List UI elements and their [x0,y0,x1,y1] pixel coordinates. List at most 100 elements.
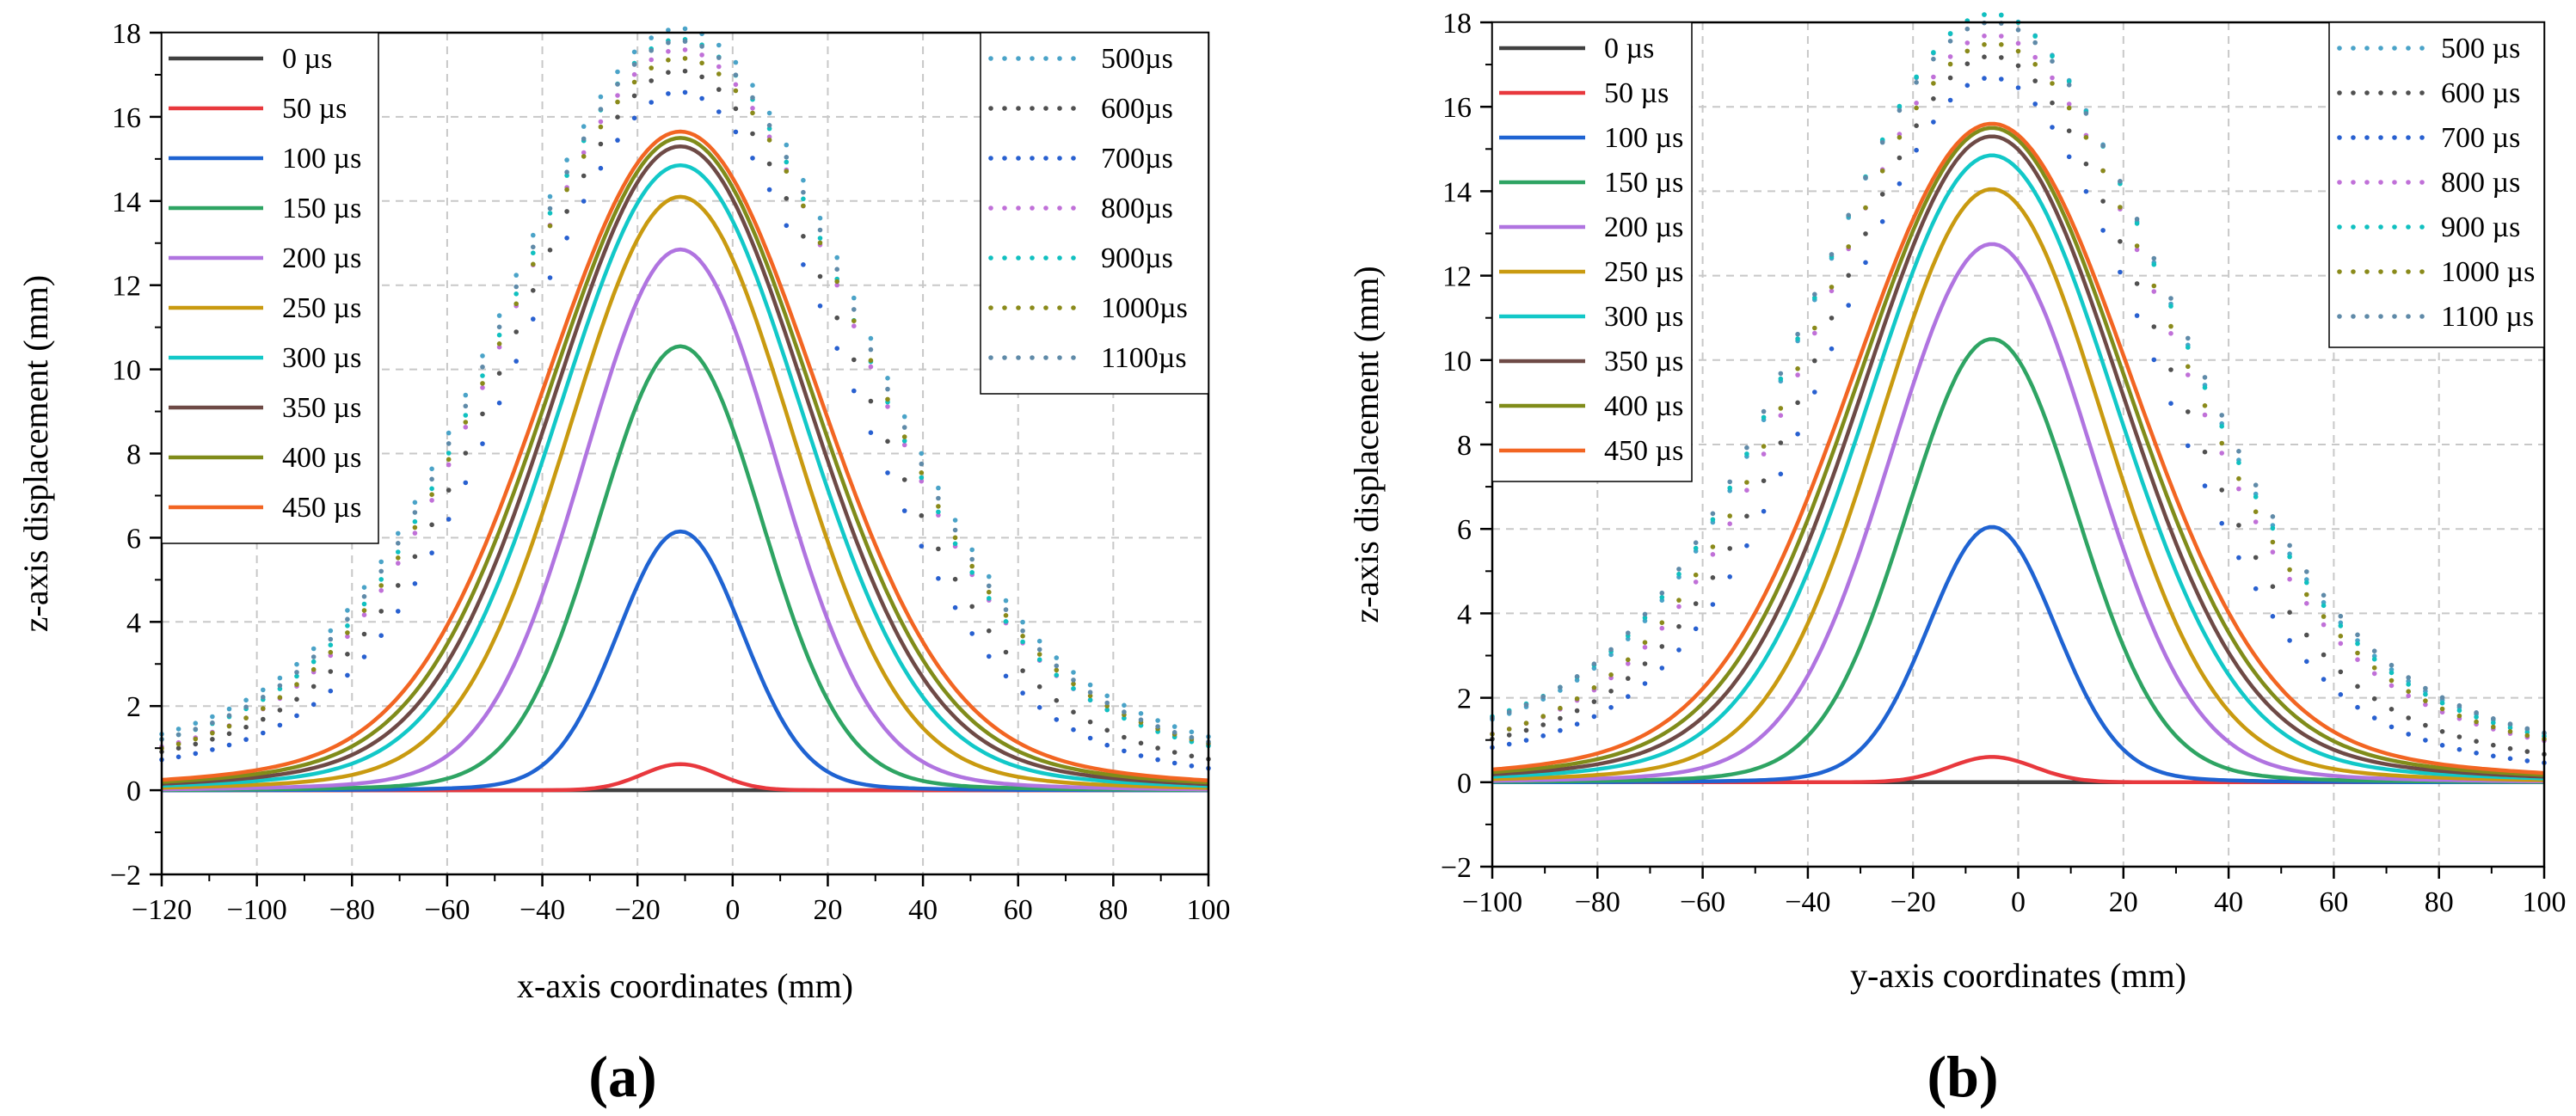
b-point-1100us-33 [2050,58,2055,64]
b-point-900us-13 [1710,517,1716,522]
a-point-1100us-29 [649,48,654,53]
a-point-500us-41 [851,295,857,301]
a-point-500us-26 [598,94,604,100]
a-point-800us-44 [901,442,907,448]
a-point-600us-34 [733,106,739,112]
b-point-700us-11 [1676,647,1681,653]
b-point-600us-33 [2050,100,2055,106]
a-point-600us-41 [851,357,857,363]
a-point-1000us-38 [801,203,806,209]
a-point-900us-21 [513,291,519,297]
a-point-600us-37 [784,196,790,201]
a-ytick-label: 12 [112,271,141,303]
b-point-800us-11 [1676,604,1681,610]
a-point-900us-12 [361,601,367,607]
b-point-900us-55 [2423,691,2428,697]
a-legend-label-300us: 300 µs [282,342,361,374]
a-y-axis-label: z-axis displacement (mm) [16,275,55,632]
b-legend-dot [2392,135,2397,140]
b-legend-label-700us: 700 µs [2441,122,2520,154]
b-point-800us-12 [1693,579,1699,585]
b-legend-dot [2392,314,2397,319]
b-point-1000us-6 [1591,685,1597,690]
a-series-line-450us [161,129,1209,782]
a-point-1100us-43 [885,386,890,392]
b-point-1100us-43 [2219,413,2224,418]
b-point-1100us-8 [1626,630,1631,635]
a-legend-dot [1071,156,1076,161]
b-point-1100us-51 [2355,632,2360,638]
b-point-1000us-27 [1947,61,1953,67]
a-point-500us-47 [952,518,958,523]
a-point-700us-9 [310,702,317,708]
a-point-600us-1 [175,745,181,751]
a-point-600us-19 [480,411,485,417]
b-point-1100us-6 [1591,661,1597,666]
a-point-1000us-43 [885,396,890,402]
b-point-900us-32 [2032,34,2038,39]
a-x-axis-label: x-axis coordinates (mm) [517,966,853,1005]
a-legend-dot [1016,106,1021,111]
a-point-800us-40 [834,282,839,288]
a-point-500us-12 [361,585,367,590]
b-point-1100us-10 [1659,590,1665,596]
a-legend-dot [1043,156,1048,161]
b-point-900us-41 [2186,345,2191,350]
a-point-700us-33 [716,109,722,114]
a-point-1100us-44 [901,425,907,430]
b-point-1000us-30 [1999,42,2004,47]
a-point-1100us-9 [310,654,317,659]
b-point-1100us-25 [1914,80,1919,85]
b-point-1000us-34 [2066,105,2072,111]
a-point-600us-22 [531,288,536,293]
b-point-900us-53 [2388,670,2395,676]
b-point-1100us-4 [1558,684,1563,690]
a-point-900us-52 [1036,657,1042,662]
a-point-500us-50 [1003,598,1009,604]
b-point-1100us-41 [2186,335,2191,341]
a-point-600us-32 [699,74,704,80]
b-point-800us-30 [1999,34,2004,39]
b-point-900us-45 [2253,494,2259,500]
a-point-700us-42 [868,430,874,436]
a-xtick-label: −100 [227,894,287,926]
b-point-800us-28 [1964,40,1970,46]
b-point-700us-46 [2270,614,2276,619]
b-point-600us-37 [2118,239,2123,244]
b-point-900us-56 [2439,700,2445,706]
b-point-600us-9 [1642,661,1648,666]
b-legend-dot [2351,314,2356,319]
a-point-600us-49 [987,628,992,634]
b-point-600us-58 [2474,739,2479,744]
a-point-600us-28 [631,93,637,99]
a-point-500us-3 [210,714,215,720]
b-point-1000us-53 [2388,678,2395,684]
a-legend-label-400us: 400 µs [282,442,361,474]
b-point-800us-8 [1626,661,1631,666]
a-point-800us-11 [345,634,350,640]
a-point-900us-22 [531,250,536,256]
a-point-1100us-38 [801,189,806,195]
b-point-1000us-41 [2186,364,2191,370]
b-point-800us-51 [2355,657,2360,662]
a-legend-dot [1016,355,1021,360]
a-legend-dot [1071,305,1076,310]
a-xtick-label: 40 [908,894,938,926]
b-series-line-200us [1491,242,2544,784]
b-point-600us-48 [2304,632,2309,638]
a-point-500us-5 [243,697,249,703]
b-point-700us-58 [2474,751,2479,756]
a-point-700us-40 [834,346,839,352]
a-point-500us-2 [193,720,199,726]
a-point-500us-25 [581,124,587,129]
b-point-1100us-48 [2304,569,2309,574]
b-point-1100us-40 [2168,296,2173,301]
b-point-1100us-7 [1608,647,1614,653]
b-point-800us-10 [1659,625,1665,631]
b-point-1000us-17 [1778,406,1784,411]
a-point-500us-56 [1104,693,1110,699]
b-point-600us-2 [1523,727,1529,733]
b-point-800us-25 [1914,101,1919,106]
a-point-1100us-36 [766,123,772,128]
a-point-700us-47 [952,604,958,610]
